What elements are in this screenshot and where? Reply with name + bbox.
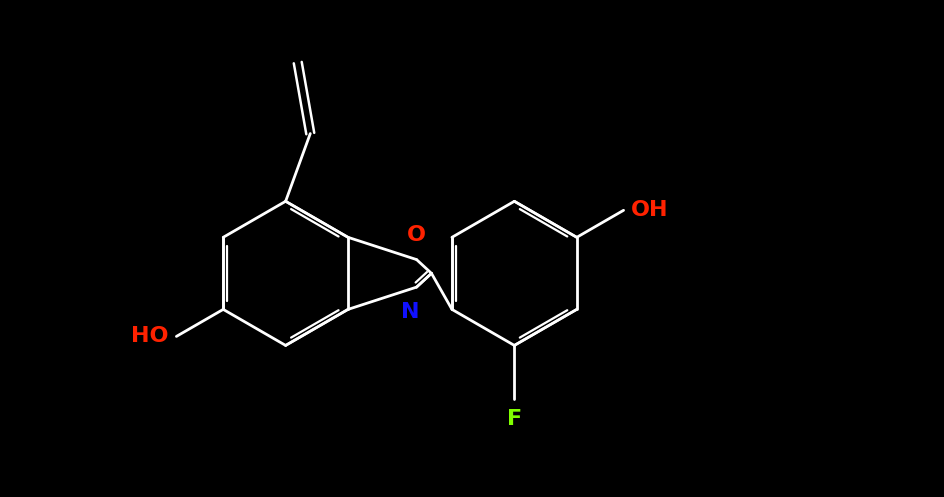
Text: N: N [401,302,420,322]
Text: HO: HO [131,327,169,346]
Text: OH: OH [631,200,668,220]
Text: F: F [507,410,522,429]
Text: O: O [407,225,426,245]
